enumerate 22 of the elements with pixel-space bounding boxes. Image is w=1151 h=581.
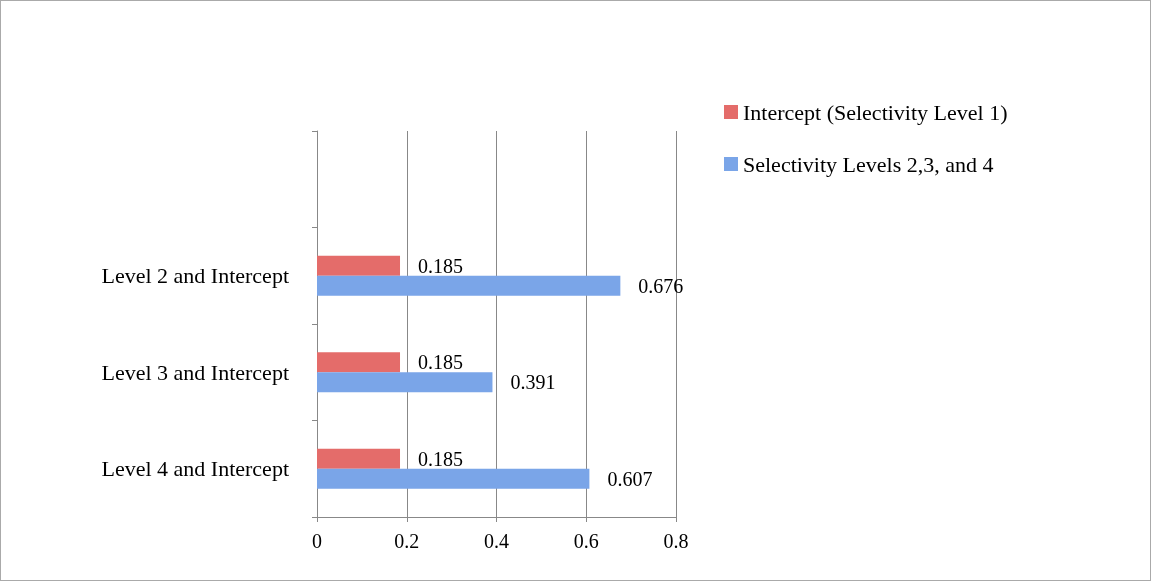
x-tick-label: 0.8 xyxy=(663,530,689,552)
bar xyxy=(317,255,401,276)
data-label: 0.607 xyxy=(607,467,653,490)
data-label: 0.676 xyxy=(638,274,684,297)
y-tick-label: Level 4 and Intercept xyxy=(101,456,289,482)
legend-label: Selectivity Levels 2,3, and 4 xyxy=(743,151,994,177)
bar xyxy=(317,468,590,489)
data-label: 0.185 xyxy=(418,351,464,374)
bar xyxy=(317,448,401,469)
bar xyxy=(317,352,401,373)
x-tick-label: 0 xyxy=(312,530,322,552)
x-tick-label: 0.2 xyxy=(394,530,420,552)
data-label: 0.185 xyxy=(418,447,464,470)
y-tick-label: Level 2 and Intercept xyxy=(101,263,289,289)
data-label: 0.185 xyxy=(418,254,464,277)
data-label: 0.391 xyxy=(510,371,556,394)
y-tick-label: Level 3 and Intercept xyxy=(101,359,289,385)
x-tick-label: 0.4 xyxy=(484,530,509,552)
x-tick-label: 0.6 xyxy=(573,530,599,552)
bar xyxy=(317,275,621,296)
legend-label: Intercept (Selectivity Level 1) xyxy=(743,99,1008,125)
bar xyxy=(317,372,493,393)
